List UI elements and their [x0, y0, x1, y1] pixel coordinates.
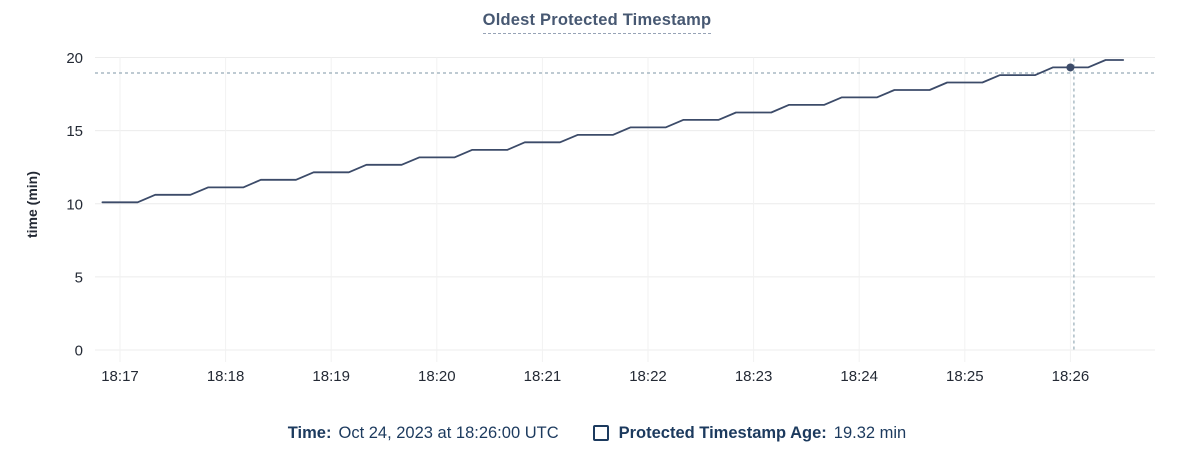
legend-time-label: Time: [287, 424, 332, 442]
svg-text:18:19: 18:19 [312, 368, 350, 385]
svg-text:18:17: 18:17 [101, 368, 139, 385]
chart-legend: Time: Oct 24, 2023 at 18:26:00 UTC Prote… [0, 422, 1194, 444]
svg-text:18:23: 18:23 [735, 368, 773, 385]
legend-series-group: Protected Timestamp Age: 19.32 min [592, 422, 907, 444]
series-line [101, 59, 1125, 204]
legend-time-value: Oct 24, 2023 at 18:26:00 UTC [338, 424, 559, 442]
svg-text:5: 5 [75, 269, 83, 286]
legend-series-value: 19.32 min [833, 424, 907, 442]
svg-text:10: 10 [66, 196, 83, 213]
svg-text:18:20: 18:20 [418, 368, 456, 385]
svg-text:18:21: 18:21 [524, 368, 562, 385]
grid: 0 5 10 15 20 18:17 18:18 18:19 18:20 18:21 18:22 18… [66, 50, 1155, 385]
svg-text:20: 20 [66, 50, 83, 67]
legend-series-label: Protected Timestamp Age: [618, 424, 827, 442]
svg-text:0: 0 [75, 343, 83, 360]
hover-point [1066, 63, 1075, 72]
svg-text:15: 15 [66, 123, 83, 140]
chart-title-row: Oldest Protected Timestamp [0, 11, 1194, 34]
legend-time-group: Time: Oct 24, 2023 at 18:26:00 UTC [288, 422, 559, 444]
y-axis-title: time (min) [24, 171, 40, 239]
line-chart[interactable]: 0 5 10 15 20 18:17 18:18 18:19 18:20 18:21 18:22 18… [0, 0, 1194, 410]
svg-text:18:24: 18:24 [840, 368, 878, 385]
chart-title[interactable]: Oldest Protected Timestamp [482, 11, 712, 34]
series-swatch-icon[interactable] [592, 425, 609, 441]
svg-text:18:25: 18:25 [946, 368, 984, 385]
crosshair [95, 58, 1157, 350]
svg-text:18:26: 18:26 [1052, 368, 1090, 385]
svg-text:18:22: 18:22 [629, 368, 667, 385]
svg-text:18:18: 18:18 [207, 368, 245, 385]
